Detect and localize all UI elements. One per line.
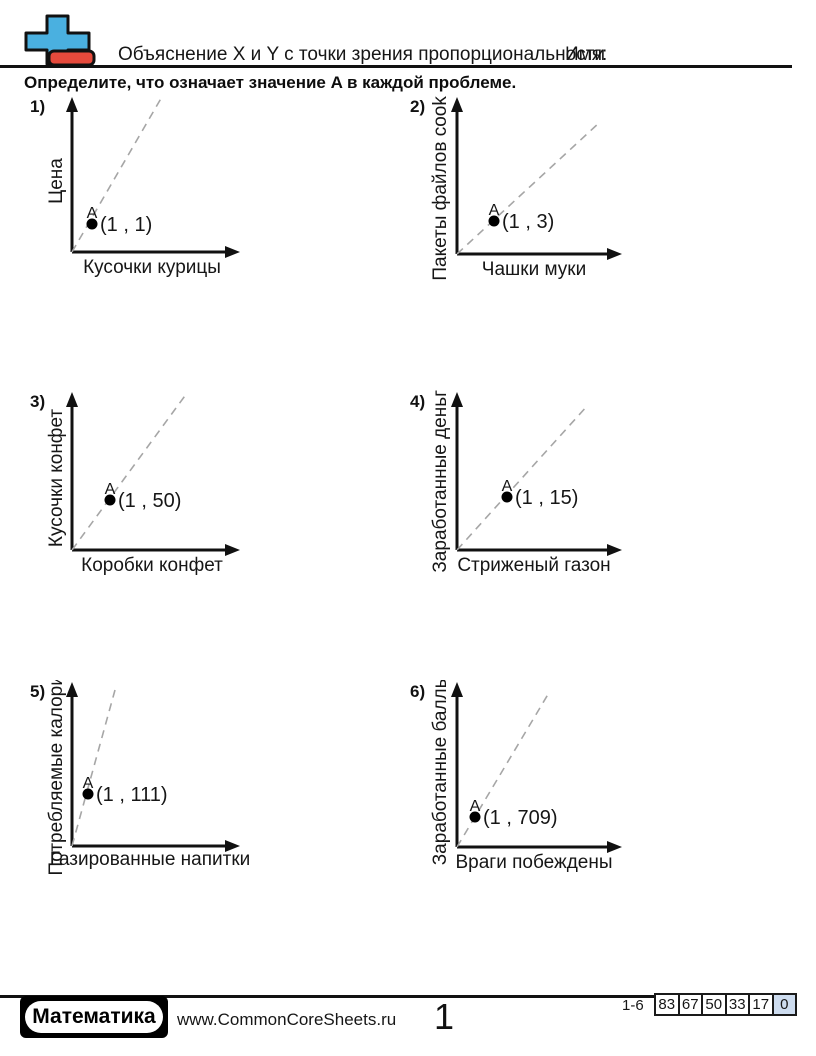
problem-4: 4) A (1 , 15) Заработанные деньги Стриже…: [400, 390, 770, 605]
y-axis-arrow-icon: [66, 682, 78, 697]
point-coords-label: (1 , 1): [100, 214, 152, 236]
point-a-label: A: [87, 205, 98, 222]
y-axis-label: Цена: [46, 158, 67, 204]
y-axis-arrow-icon: [451, 682, 463, 697]
x-axis-arrow-icon: [607, 841, 622, 853]
problem-number: 2): [410, 97, 426, 116]
proportional-dashed-line: [456, 404, 589, 551]
problem-number: 5): [30, 682, 46, 701]
point-coords-label: (1 , 50): [118, 490, 181, 512]
y-axis-arrow-icon: [451, 392, 463, 407]
point-dot: [104, 494, 116, 506]
x-axis-label: Стриженый газон: [457, 555, 610, 576]
proportional-dashed-line: [71, 689, 116, 847]
score-cell: 67: [677, 993, 703, 1016]
y-axis-label: Потребляемые калории: [46, 680, 67, 875]
point-a-label: A: [83, 775, 94, 792]
instruction-text: Определите, что означает значение A в ка…: [24, 73, 517, 92]
score-cell: 50: [701, 993, 727, 1016]
score-cell: 33: [724, 993, 750, 1016]
y-axis-label: Заработанные деньги: [430, 390, 451, 573]
problem-5: 5) A (1 , 111) Потребляемые калории Гази…: [20, 680, 390, 895]
x-axis-arrow-icon: [225, 544, 240, 556]
point-coords-label: (1 , 709): [483, 807, 557, 829]
x-axis-label: Кусочки курицы: [83, 257, 221, 278]
proportionality-graph-4: A (1 , 15) Заработанные деньги Стриженый…: [430, 390, 622, 576]
x-axis-arrow-icon: [607, 248, 622, 260]
score-cell-highlighted: 0: [771, 993, 797, 1016]
point-coords-label: (1 , 15): [515, 487, 578, 509]
score-cell: 83: [654, 993, 680, 1016]
brand-label: Математика: [25, 1001, 163, 1033]
point-dot: [488, 215, 500, 227]
point-dot: [86, 218, 98, 230]
point-coords-label: (1 , 3): [502, 211, 554, 233]
problem-3: 3) A (1 , 50) Кусочки конфет Коробки кон…: [20, 390, 390, 605]
proportionality-graph-2: A (1 , 3) Пакеты файлов cookie Чашки мук…: [430, 95, 622, 281]
problem-number: 3): [30, 392, 46, 411]
problem-number: 4): [410, 392, 426, 411]
problem-number: 6): [410, 682, 426, 701]
page-title: Объяснение X и Y с точки зрения пропорци…: [118, 44, 606, 65]
x-axis-arrow-icon: [607, 544, 622, 556]
plus-icon: [24, 14, 96, 67]
x-axis-label: Коробки конфет: [81, 555, 223, 576]
x-axis-arrow-icon: [225, 246, 240, 258]
problem-2: 2) A (1 , 3) Пакеты файлов cookie Чашки …: [400, 95, 770, 310]
proportionality-graph-1: A (1 , 1) Цена Кусочки курицы: [46, 95, 240, 278]
point-coords-label: (1 , 111): [96, 784, 168, 806]
page-number: 1: [433, 996, 455, 1037]
problem-6: 6) A (1 , 709) Заработанные баллы Враги …: [400, 680, 770, 895]
score-table: 83 67 50 33 17 0: [654, 993, 797, 1016]
proportionality-graph-3: A (1 , 50) Кусочки конфет Коробки конфет: [46, 392, 240, 576]
x-axis-label: Враги побеждены: [455, 852, 612, 873]
y-axis-label: Кусочки конфет: [46, 409, 67, 547]
point-a-label: A: [489, 202, 500, 219]
score-range-label: 1-6: [622, 997, 644, 1014]
point-dot: [82, 788, 94, 800]
header-rule: [0, 65, 792, 68]
y-axis-arrow-icon: [66, 392, 78, 407]
y-axis-label: Пакеты файлов cookie: [430, 95, 451, 281]
point-a-label: A: [502, 478, 513, 495]
proportional-dashed-line: [456, 121, 601, 255]
point-a-label: A: [105, 481, 116, 498]
proportionality-graph-6: A (1 , 709) Заработанные баллы Враги поб…: [430, 680, 622, 873]
x-axis-label: Чашки муки: [482, 259, 586, 280]
x-axis-arrow-icon: [225, 840, 240, 852]
y-axis-label: Заработанные баллы: [430, 680, 451, 865]
problem-1: 1) A (1 , 1) Цена Кусочки курицы: [20, 95, 390, 310]
score-cell: 17: [748, 993, 774, 1016]
y-axis-arrow-icon: [451, 97, 463, 112]
x-axis-label: Газированные напитки: [50, 849, 251, 870]
y-axis-arrow-icon: [66, 97, 78, 112]
proportionality-graph-5: A (1 , 111) Потребляемые калории Газиров…: [46, 680, 251, 875]
point-dot: [469, 811, 481, 823]
footer-rule: [0, 995, 654, 998]
point-dot: [501, 491, 513, 503]
problem-number: 1): [30, 97, 46, 116]
proportional-dashed-line: [71, 392, 188, 551]
brand-badge: Математика: [20, 996, 168, 1038]
point-a-label: A: [470, 798, 481, 815]
website-url: www.CommonCoreSheets.ru: [177, 1010, 397, 1029]
name-label: Имя:: [565, 44, 608, 65]
